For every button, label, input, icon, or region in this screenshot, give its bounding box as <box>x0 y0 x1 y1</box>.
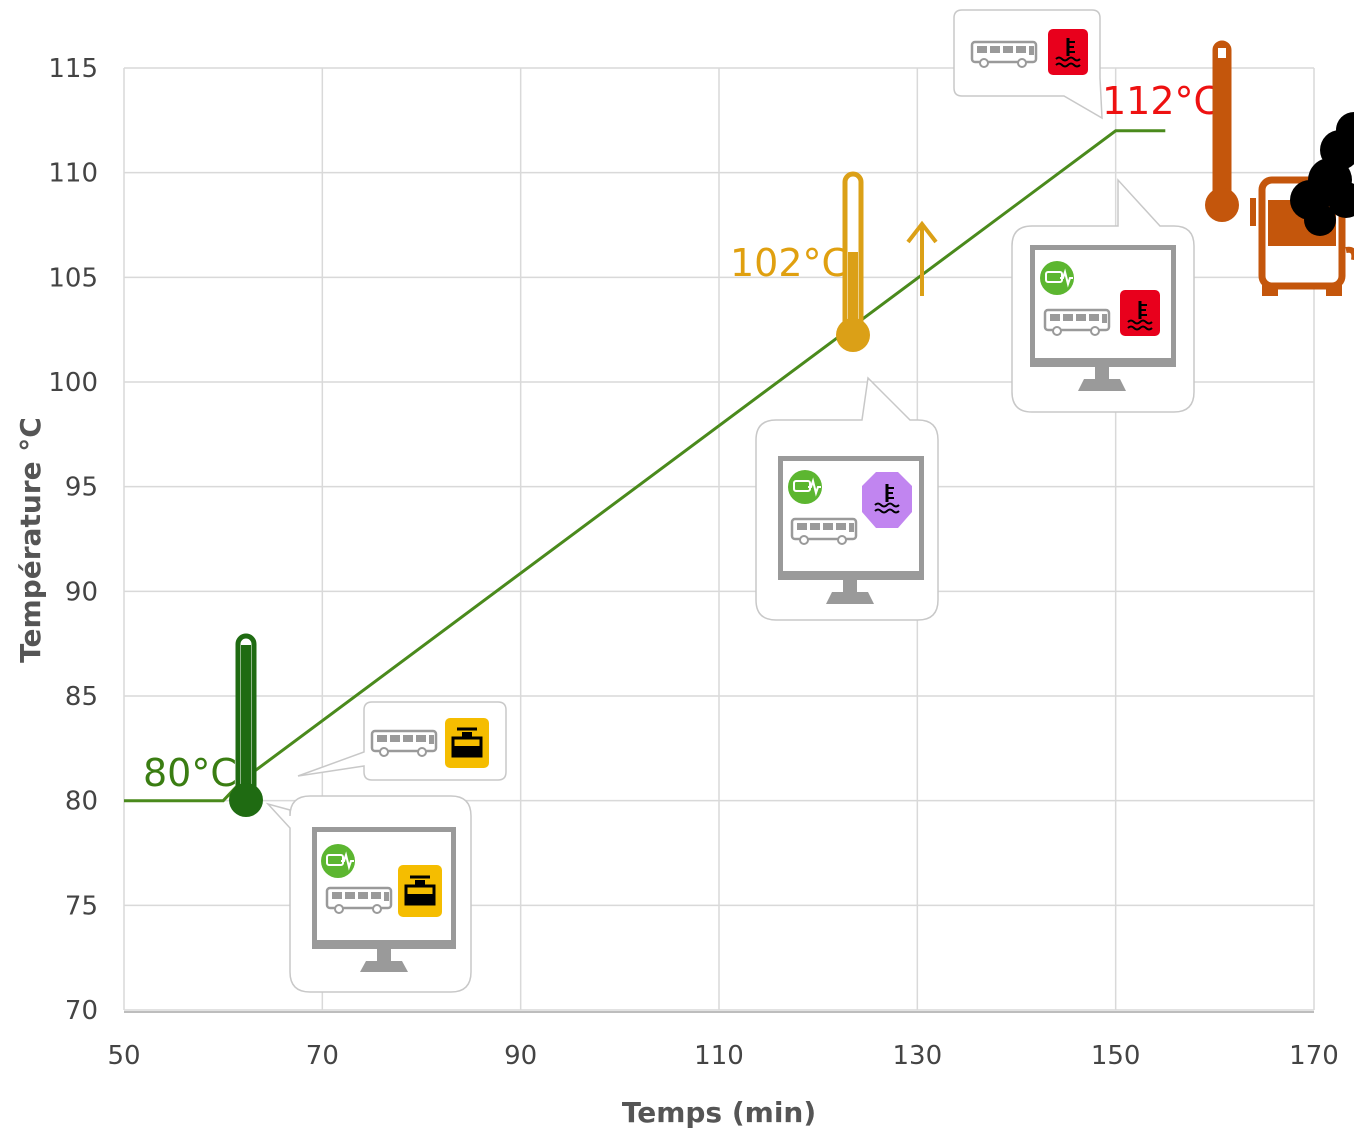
y-tick-label: 115 <box>48 54 98 84</box>
thermometer-high-icon <box>1205 40 1239 222</box>
thermometer-mid-icon <box>836 171 870 352</box>
x-tick-label: 150 <box>1091 1041 1141 1071</box>
temp-label-102: 102°C <box>730 241 848 285</box>
x-tick-label: 90 <box>504 1041 537 1071</box>
monitor-callout-112 <box>1011 178 1195 413</box>
y-tick-label: 85 <box>65 682 98 712</box>
grid-lines <box>123 67 1315 1011</box>
y-tick-label: 100 <box>48 368 98 398</box>
monitor-callout-102 <box>755 376 939 621</box>
temp-label-80: 80°C <box>143 751 237 795</box>
x-tick-label: 70 <box>306 1041 339 1071</box>
y-tick-label: 70 <box>65 996 98 1026</box>
x-tick-label: 110 <box>694 1041 744 1071</box>
x-tick-label: 170 <box>1289 1041 1339 1071</box>
y-axis-title: Température °C <box>14 417 47 663</box>
y-tick-label: 95 <box>65 473 98 503</box>
callout-bubble-coolant-low <box>297 701 507 781</box>
x-axis-ticks: 50 70 90 110 130 150 170 <box>107 1041 1338 1071</box>
temperature-series-line <box>124 129 1166 803</box>
y-tick-label: 90 <box>65 577 98 607</box>
arrow-up-icon <box>906 220 938 296</box>
y-tick-label: 105 <box>48 263 98 293</box>
y-tick-label: 75 <box>65 891 98 921</box>
smoke-icon <box>1290 112 1354 236</box>
eco-bus-icon <box>1039 260 1075 296</box>
thermometer-low-icon <box>229 633 263 817</box>
eco-bus-icon <box>320 843 356 879</box>
x-tick-label: 130 <box>893 1041 943 1071</box>
callout-bubble-coolant-high <box>953 9 1103 120</box>
temp-label-112: 112°C <box>1102 79 1220 123</box>
x-tick-label: 50 <box>107 1041 140 1071</box>
x-axis-title: Temps (min) <box>622 1096 816 1129</box>
y-tick-label: 110 <box>48 159 98 189</box>
monitor-callout-80 <box>265 795 472 993</box>
y-tick-label: 80 <box>65 787 98 817</box>
y-axis-ticks: 115 110 105 100 95 90 85 80 75 70 <box>48 54 98 1026</box>
overheating-bus-icon <box>1250 112 1354 296</box>
eco-bus-icon <box>787 469 823 505</box>
